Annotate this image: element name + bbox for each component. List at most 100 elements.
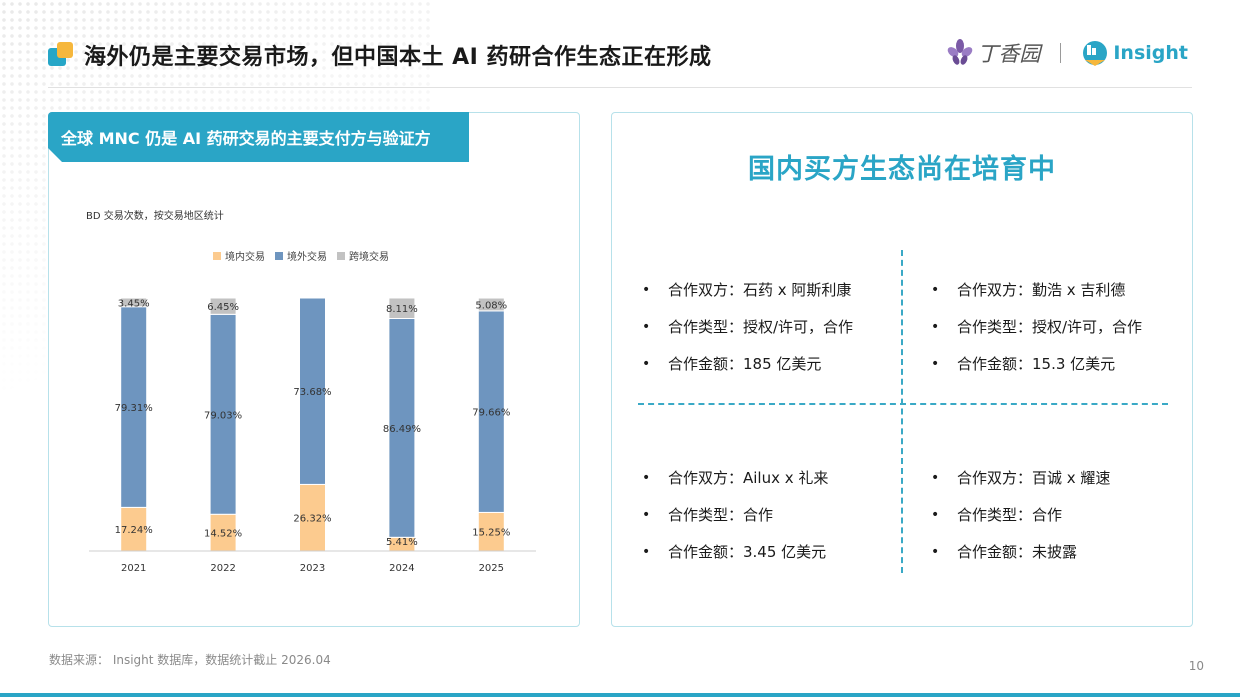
insight-logo-icon xyxy=(1083,41,1108,66)
legend-item-domestic: 境内交易 xyxy=(213,248,265,263)
deal-type: 合作类型：合作 xyxy=(957,506,1063,524)
deal-card: • 合作双方：Ailux x 礼来 • 合作类型：合作 • 合作金额：3.45 亿美元 xyxy=(642,459,828,570)
deal-amount: 合作金额：3.45 亿美元 xyxy=(668,543,827,561)
deal-amount-row: • 合作金额：185 亿美元 xyxy=(642,345,853,382)
deal-amount-row: • 合作金额：3.45 亿美元 xyxy=(642,533,828,570)
right-panel: 国内买方生态尚在培育中 • 合作双方：石药 x 阿斯利康 • 合作类型：授权/许可，… xyxy=(611,112,1193,627)
insight-logo: Insight xyxy=(1081,38,1188,68)
bullet-icon: • xyxy=(642,543,651,560)
deal-partner-row: • 合作双方：石药 x 阿斯利康 xyxy=(642,271,853,308)
deal-partner: 合作双方：Ailux x 礼来 xyxy=(668,469,829,487)
deal-amount-row: • 合作金额：未披露 xyxy=(931,533,1110,570)
footer-accent-bar xyxy=(0,693,1240,697)
deal-card: • 合作双方：石药 x 阿斯利康 • 合作类型：授权/许可，合作 • 合作金额：185… xyxy=(642,271,853,382)
deal-partner-row: • 合作双方：Ailux x 礼来 xyxy=(642,459,828,496)
deal-amount: 合作金额：未披露 xyxy=(957,543,1078,561)
deal-card: • 合作双方：百诚 x 耀速 • 合作类型：合作 • 合作金额：未披露 xyxy=(931,459,1110,570)
chart-legend: 境内交易 境外交易 跨境交易 xyxy=(213,248,399,263)
lilac-flower-icon xyxy=(948,39,973,65)
legend-label-crossborder: 跨境交易 xyxy=(349,252,389,263)
bullet-icon: • xyxy=(642,469,651,486)
deal-partner: 合作双方：勤浩 x 吉利德 xyxy=(957,281,1126,299)
deal-type-row: • 合作类型：合作 xyxy=(642,496,828,533)
left-panel: 全球 MNC 仍是 AI 药研交易的主要支付方与验证方 BD 交易次数，按交易地… xyxy=(48,112,580,627)
title-square-icon xyxy=(48,42,74,68)
bar-segment-crossborder xyxy=(477,297,505,312)
data-label-overseas: 79.03% xyxy=(204,410,242,421)
data-label-domestic: 5.41% xyxy=(386,537,418,548)
bullet-icon: • xyxy=(642,281,651,298)
data-label-domestic: 17.24% xyxy=(115,525,153,536)
horizontal-dashed-divider xyxy=(638,403,1168,405)
bar-segment-domestic xyxy=(209,513,237,552)
data-label-crossborder: 6.45% xyxy=(207,302,239,313)
vertical-dashed-divider xyxy=(901,250,903,573)
bullet-icon: • xyxy=(931,281,940,298)
dxy-logo: 丁香园 xyxy=(947,38,1040,68)
bar-segment-overseas xyxy=(477,310,505,513)
bullet-icon: • xyxy=(931,506,940,523)
bullet-icon: • xyxy=(931,318,940,335)
right-panel-title: 国内买方生态尚在培育中 xyxy=(748,154,1056,185)
bar-segment-crossborder xyxy=(209,297,237,315)
x-tick-label: 2024 xyxy=(389,563,414,574)
deal-type: 合作类型：授权/许可，合作 xyxy=(668,318,854,336)
bar-segment-overseas xyxy=(209,313,237,515)
data-label-domestic: 14.52% xyxy=(204,529,242,540)
bullet-icon: • xyxy=(642,506,651,523)
data-label-overseas: 79.66% xyxy=(472,408,510,419)
legend-label-overseas: 境外交易 xyxy=(287,252,327,263)
legend-swatch-domestic xyxy=(213,251,221,260)
bar-segment-crossborder xyxy=(120,297,148,308)
data-source-note: 数据来源： Insight 数据库，数据统计截止 2026.04 xyxy=(49,653,331,667)
data-label-crossborder: 8.11% xyxy=(386,304,418,315)
data-label-domestic: 26.32% xyxy=(293,514,331,525)
bar-segment-overseas xyxy=(120,306,148,508)
page-title: 海外仍是主要交易市场，但中国本土 AI 药研合作生态正在形成 xyxy=(84,45,712,70)
deal-type-row: • 合作类型：合作 xyxy=(931,496,1110,533)
stacked-bar-chart: 17.24% 79.31% 3.45% 2021 14.52% 79.03% 6.45% 20… xyxy=(89,297,536,574)
dxy-logo-text: 丁香园 xyxy=(977,42,1041,66)
deal-partner-row: • 合作双方：勤浩 x 吉利德 xyxy=(931,271,1142,308)
insight-logo-text: Insight xyxy=(1113,42,1188,64)
data-label-overseas: 73.68% xyxy=(293,387,331,398)
deal-partner: 合作双方：石药 x 阿斯利康 xyxy=(668,281,852,299)
brand-separator xyxy=(1060,43,1062,63)
deal-type-row: • 合作类型：授权/许可，合作 xyxy=(642,308,853,345)
deal-partner-row: • 合作双方：百诚 x 耀速 xyxy=(931,459,1110,496)
legend-label-domestic: 境内交易 xyxy=(225,252,265,263)
bar-segment-domestic xyxy=(477,511,505,552)
data-label-crossborder: 5.08% xyxy=(475,300,507,311)
x-tick-label: 2021 xyxy=(121,563,146,574)
deal-card: • 合作双方：勤浩 x 吉利德 • 合作类型：授权/许可，合作 • 合作金额：15.3… xyxy=(931,271,1142,382)
deal-type: 合作类型：授权/许可，合作 xyxy=(957,318,1143,336)
x-tick-label: 2022 xyxy=(210,563,235,574)
deal-type: 合作类型：合作 xyxy=(668,506,774,524)
bar-segment-crossborder xyxy=(388,297,416,319)
left-panel-heading: 全球 MNC 仍是 AI 药研交易的主要支付方与验证方 xyxy=(48,112,469,162)
bar-segment-overseas xyxy=(299,297,326,485)
page-number: 10 xyxy=(1188,659,1204,673)
deal-amount-row: • 合作金额：15.3 亿美元 xyxy=(931,345,1142,382)
brand-logos: 丁香园 Insight xyxy=(947,36,1188,70)
deal-amount: 合作金额：185 亿美元 xyxy=(668,355,822,373)
data-label-crossborder: 3.45% xyxy=(118,298,150,309)
header: 海外仍是主要交易市场，但中国本土 AI 药研合作生态正在形成 xyxy=(48,38,712,72)
bullet-icon: • xyxy=(931,469,940,486)
data-label-overseas: 86.49% xyxy=(383,424,421,435)
legend-item-overseas: 境外交易 xyxy=(275,248,327,263)
deal-amount: 合作金额：15.3 亿美元 xyxy=(957,355,1116,373)
data-label-domestic: 15.25% xyxy=(472,528,510,539)
bullet-icon: • xyxy=(931,543,940,560)
header-divider xyxy=(48,87,1192,88)
x-tick-label: 2023 xyxy=(300,563,325,574)
legend-item-crossborder: 跨境交易 xyxy=(337,248,389,263)
legend-swatch-overseas xyxy=(275,251,283,260)
chart-subtitle: BD 交易次数，按交易地区统计 xyxy=(86,211,224,222)
bullet-icon: • xyxy=(642,355,651,372)
deal-partner: 合作双方：百诚 x 耀速 xyxy=(957,469,1111,487)
data-label-overseas: 79.31% xyxy=(115,403,153,414)
legend-swatch-crossborder xyxy=(337,251,345,260)
x-tick-label: 2025 xyxy=(479,563,504,574)
bullet-icon: • xyxy=(931,355,940,372)
